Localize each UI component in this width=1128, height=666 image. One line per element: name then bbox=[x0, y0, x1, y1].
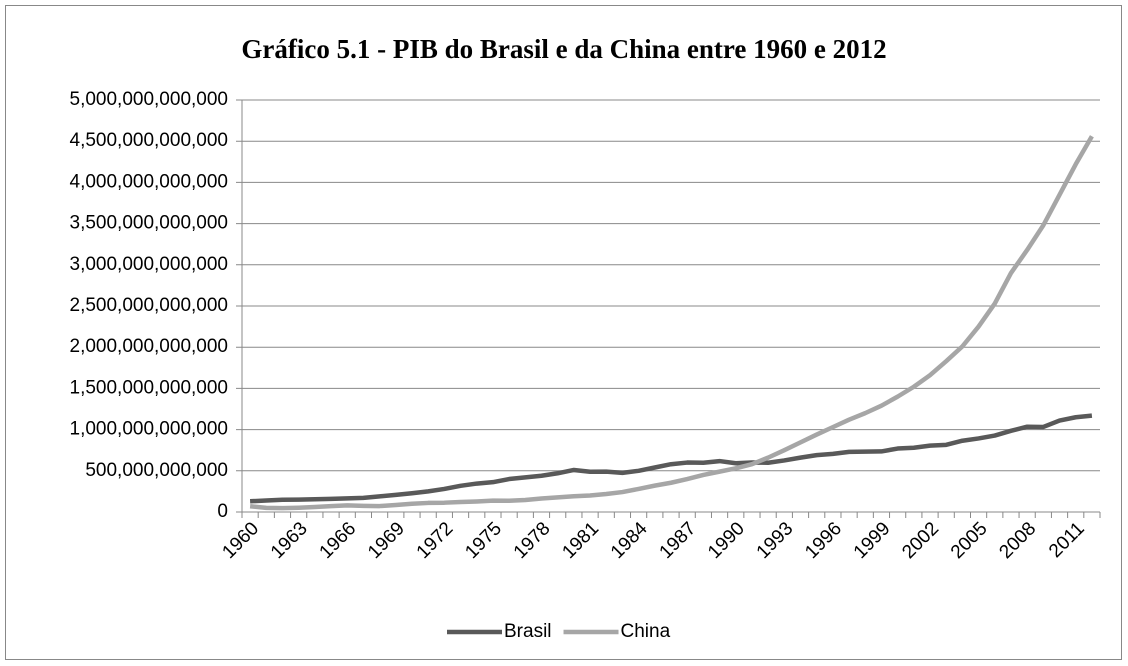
y-tick-label: 4,500,000,000,000 bbox=[70, 130, 229, 151]
series-line bbox=[249, 135, 1094, 511]
y-tick-label: 1,500,000,000,000 bbox=[70, 377, 229, 398]
y-tick-label: 2,500,000,000,000 bbox=[70, 295, 229, 316]
legend-label: China bbox=[621, 621, 671, 642]
chart-border bbox=[5, 5, 1122, 660]
y-tick-label: 3,000,000,000,000 bbox=[70, 254, 229, 275]
legend-label: Brasil bbox=[504, 621, 552, 642]
y-tick-label: 5,000,000,000,000 bbox=[70, 89, 229, 110]
chart-title: Gráfico 5.1 - PIB do Brasil e da China e… bbox=[241, 34, 886, 64]
y-tick-label: 0 bbox=[217, 501, 228, 522]
y-tick-label: 4,000,000,000,000 bbox=[70, 171, 229, 192]
series-line bbox=[249, 413, 1093, 504]
y-tick-label: 3,500,000,000,000 bbox=[70, 213, 229, 234]
y-tick-label: 500,000,000,000 bbox=[85, 460, 228, 481]
y-tick-label: 1,000,000,000,000 bbox=[70, 419, 229, 440]
y-tick-label: 2,000,000,000,000 bbox=[70, 336, 229, 357]
